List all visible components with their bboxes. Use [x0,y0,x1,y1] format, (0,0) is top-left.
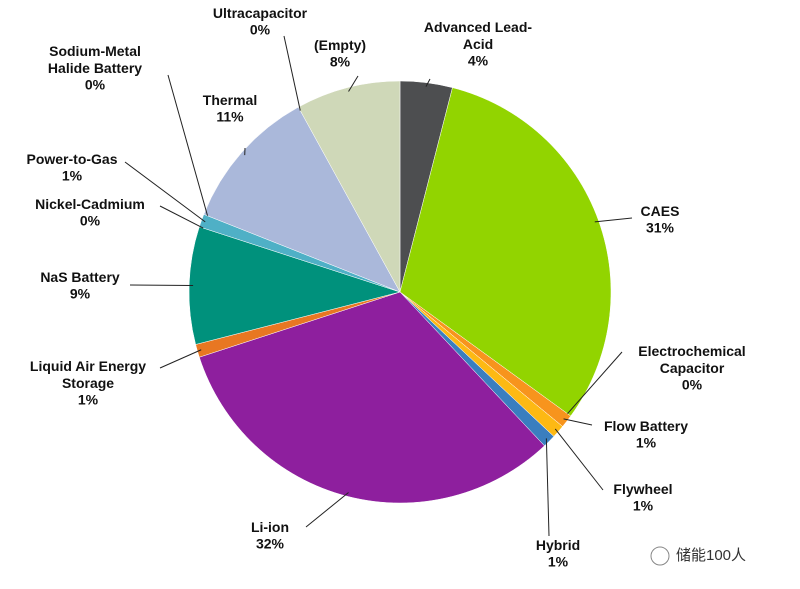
value-label: 1% [78,392,99,408]
category-label: Sodium-Metal Halide Battery [48,43,142,76]
category-label: Nickel-Cadmium [35,196,145,212]
value-label: 1% [548,554,569,570]
category-label: Li-ion [251,519,289,535]
slice [199,291,545,504]
value-label: 1% [633,498,654,514]
leader-line [594,217,633,223]
leader-line [167,74,209,216]
category-label: NaS Battery [40,269,120,285]
value-label: 0% [250,22,271,38]
value-label: 31% [646,220,675,236]
slice [203,106,401,293]
category-label: Flywheel [613,481,672,497]
category-label: Advanced Lead-Acid [424,19,532,52]
leader-line [554,428,604,491]
slice [399,87,612,417]
value-label: 11% [216,109,244,125]
leader-line [545,438,550,537]
category-label: Liquid Air Energy Storage [30,358,146,391]
leader-line [563,418,593,426]
watermark-icon [650,546,670,566]
slice [298,80,401,293]
leader-line [425,78,431,87]
leader-line [305,492,349,528]
category-label: Thermal [203,92,257,108]
leader-line [283,35,301,111]
category-label: Hybrid [536,537,580,553]
value-label: 0% [80,213,101,229]
leader-line [348,75,359,92]
value-label: 0% [85,77,106,93]
value-label: 1% [62,168,83,184]
category-label: Power-to-Gas [26,151,117,167]
leader-line [124,161,206,223]
value-label: 4% [468,53,489,69]
value-label: 8% [330,54,351,70]
value-label: 32% [256,536,285,552]
leader-line [159,349,202,369]
pie [188,80,612,504]
value-label: 1% [636,435,657,451]
category-label: Ultracapacitor [213,5,308,21]
value-label: 9% [70,286,91,302]
watermark: 储能100人 [676,547,746,564]
leader-line [567,351,623,415]
category-label: Electrochemical Capacitor [638,343,745,376]
value-label: 0% [682,377,703,393]
category-label: Flow Battery [604,418,688,434]
leader-line [159,205,204,229]
category-label: (Empty) [314,37,366,53]
category-label: CAES [641,203,680,219]
